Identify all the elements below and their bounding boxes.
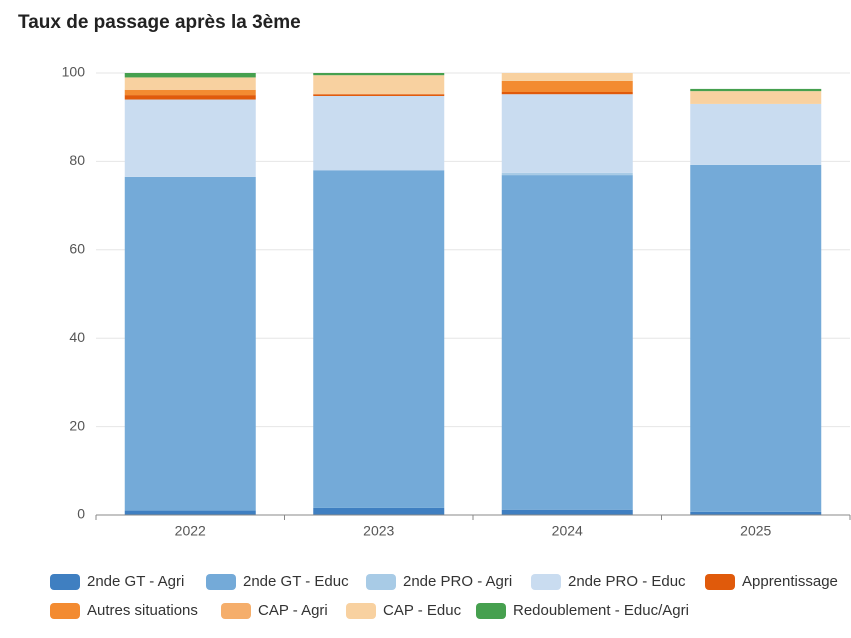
legend-swatch [366, 574, 396, 590]
legend-label: 2nde GT - Educ [243, 573, 349, 590]
legend-label: Redoublement - Educ/Agri [513, 602, 689, 619]
bar-segment [313, 170, 445, 508]
legend-label: Apprentissage [742, 573, 838, 590]
legend-swatch [50, 574, 80, 590]
bar-segment [313, 73, 445, 76]
x-tick-label: 2025 [740, 523, 771, 539]
legend-swatch [476, 603, 506, 619]
y-tick-label: 100 [62, 64, 86, 80]
bar-segment [501, 172, 633, 176]
legend-swatch [206, 574, 236, 590]
legend-label: 2nde PRO - Educ [568, 573, 686, 590]
y-tick-label: 40 [69, 329, 85, 345]
bar-segment [690, 103, 822, 165]
legend-swatch [221, 603, 251, 619]
bar-segment [501, 94, 633, 173]
chart-title: Taux de passage après la 3ème [18, 12, 301, 33]
legend-label: 2nde PRO - Agri [403, 573, 512, 590]
x-tick-label: 2022 [175, 523, 206, 539]
bar-segment [124, 73, 256, 78]
bar-segment [124, 99, 256, 177]
bar-segment [124, 510, 256, 515]
y-tick-label: 20 [69, 417, 85, 433]
bar-segment [501, 73, 633, 81]
bar-segment [690, 88, 822, 92]
y-tick-label: 80 [69, 152, 85, 168]
x-tick-label: 2024 [552, 523, 583, 539]
bar-segment [313, 94, 445, 96]
x-tick-label: 2023 [363, 523, 394, 539]
legend-label: CAP - Educ [383, 602, 462, 619]
bar-segment [313, 75, 445, 95]
bar-segment [690, 164, 822, 512]
legend-label: Autres situations [87, 602, 198, 619]
legend-swatch [50, 603, 80, 619]
y-tick-label: 0 [77, 506, 85, 522]
bar-segment [690, 91, 822, 104]
bar-segment [124, 176, 256, 511]
legend-swatch [346, 603, 376, 619]
legend-swatch [531, 574, 561, 590]
bar-segment [124, 89, 256, 96]
legend-label: 2nde GT - Agri [87, 573, 184, 590]
bar-segment [124, 77, 256, 90]
bar-segment [501, 175, 633, 510]
legend-label: CAP - Agri [258, 602, 328, 619]
legend-swatch [705, 574, 735, 590]
bar-segment [501, 80, 633, 93]
bar-segment [124, 95, 256, 100]
bar-segment [501, 509, 633, 515]
bar-segment [313, 507, 445, 515]
bar-segment [501, 92, 633, 95]
bar-segment [313, 95, 445, 171]
y-tick-label: 60 [69, 241, 85, 257]
bar-segment [690, 511, 822, 515]
